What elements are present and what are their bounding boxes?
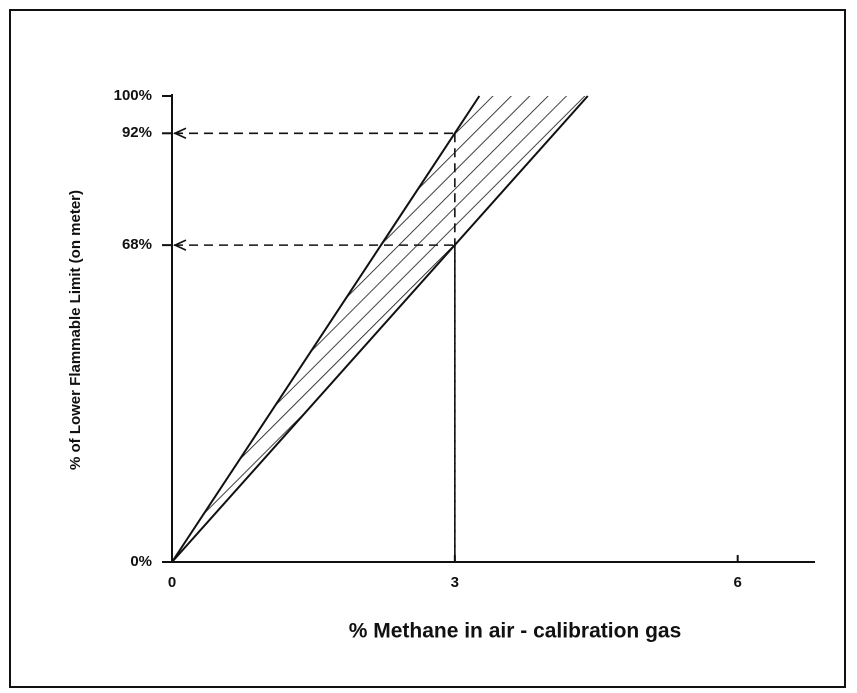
series-line — [171, 95, 481, 563]
x-axis-label: % Methane in air - calibration gas — [349, 620, 682, 643]
x-tick-label: 6 — [734, 574, 742, 591]
reference-arrow — [173, 127, 187, 140]
y-tick-label: 0% — [130, 553, 152, 570]
frame — [9, 9, 846, 688]
x-tick-label: 3 — [451, 574, 459, 591]
reference-arrow — [173, 239, 187, 251]
y-axis-label: % of Lower Flammable Limit (on meter) — [67, 190, 84, 470]
y-tick-label: 68% — [122, 236, 152, 253]
series-line — [171, 95, 589, 563]
y-tick-label: 92% — [122, 124, 152, 141]
x-tick-label: 0 — [168, 574, 176, 591]
y-tick-label: 100% — [114, 87, 152, 104]
